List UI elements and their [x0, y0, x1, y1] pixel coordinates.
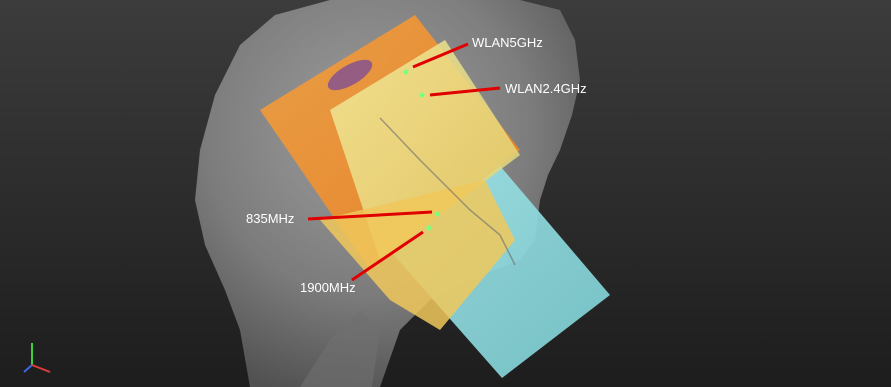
- pointer-wlan5: [412, 42, 469, 69]
- pointer-1900: [351, 230, 424, 282]
- neck-shadow: [300, 310, 380, 387]
- pointer-835: [307, 210, 433, 221]
- label-835mhz: 835MHz: [246, 211, 294, 226]
- lower-sar-plate: [320, 180, 515, 330]
- axis-triad-icon: [23, 343, 51, 373]
- yellow-sar-plate: [330, 40, 520, 260]
- label-1900mhz: 1900MHz: [300, 280, 356, 295]
- marker-wlan24: [419, 92, 425, 98]
- marker-1900: [426, 225, 432, 231]
- marker-835: [434, 211, 440, 217]
- marker-wlan5: [403, 69, 409, 75]
- label-wlan24ghz: WLAN2.4GHz: [505, 81, 587, 96]
- label-wlan5ghz: WLAN5GHz: [472, 35, 543, 50]
- seam-line: [379, 117, 516, 266]
- pointer-wlan24: [429, 86, 501, 97]
- hotspot-purple: [327, 59, 373, 91]
